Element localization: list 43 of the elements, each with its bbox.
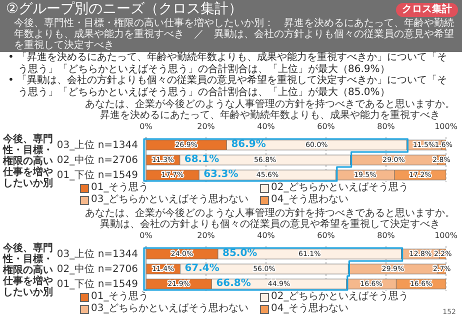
annotation: 68.1%	[184, 154, 220, 165]
chart-title: あなたは、企業が今後どのような人事管理の方針を持つべきであると思いますか。	[84, 99, 456, 110]
annotation: 63.3%	[204, 169, 238, 180]
x-tick-label: 0%	[140, 122, 153, 131]
x-tick-label: 100%	[434, 231, 458, 240]
y-axis-title: 今後、専門性・目標・権限の高い仕事を増やしたいか別	[3, 134, 53, 189]
series-label: 02_どちらかといえばそう思う	[271, 182, 409, 194]
legend-label: 01_そう思う	[91, 182, 149, 194]
text: ②グループ別のニーズ（クロス集計）	[6, 1, 243, 18]
x-tick-label: 60%	[317, 122, 336, 131]
text: 今後、専門性・目標・権限の高い仕事を増やしたいか別： 昇進を決めるにあたって、年齢や勤続年数よりも、成果や能力を重視すべき ／ 異動は、会社の方針よりも個々の従業員の意見や希望を重視して決定すべき	[14, 18, 454, 51]
text: クロス集計	[396, 3, 458, 17]
legend-label: 03_どちらかといえばそう思わない	[91, 194, 249, 206]
x-tick-label: 40%	[257, 122, 276, 131]
x-tick-label: 40%	[257, 231, 276, 240]
text: • 「昇進を決めるにあたって、年齢や勤続年数よりも、成果や能力を重視すべきか」について「そう思う」「どちらかといえばそう思う」の合計割合は、「上位」が最大（86.9%）	[8, 52, 448, 74]
annotation: 86.9%	[231, 139, 266, 150]
x-tick-label: 100%	[434, 122, 458, 131]
y-tick-label: 03_上位 n=1344	[56, 139, 138, 152]
x-tick-label: 20%	[197, 122, 216, 131]
x-tick-label: 20%	[197, 231, 216, 240]
legend-label: 04_そう思わない	[271, 194, 349, 206]
x-tick-label: 80%	[377, 231, 396, 240]
legend-label: 01_そう思う	[91, 291, 149, 303]
y-tick-label: 02_中位 n=2706	[56, 263, 138, 276]
annotation: 85.0%	[222, 248, 258, 259]
x-tick-label: 80%	[377, 122, 396, 131]
y-axis-title: 今後、専門性・目標・権限の高い仕事を増やしたいか別	[3, 243, 53, 298]
legend-label: 04_そう思わない	[271, 303, 349, 315]
x-tick-label: 60%	[317, 231, 336, 240]
chart-subtitle: 異動は、会社の方針よりも個々の従業員の意見や希望を重視して決定すべき	[99, 219, 441, 230]
annotation: 66.8%	[216, 278, 251, 289]
y-tick-label: 03_上位 n=1344	[56, 248, 138, 260]
x-tick-label: 0%	[140, 231, 153, 240]
chart-subtitle: 昇進を決めるにあたって、年齢や勤続年数よりも、成果や能力を重視すべき	[99, 110, 441, 121]
y-tick-label: 01_下位 n=1549	[56, 278, 138, 290]
chart-title: あなたは、企業が今後どのような人事管理の方針を持つべきであると思いますか。	[84, 208, 456, 219]
annotation: 67.4%	[184, 263, 220, 274]
text: • 「異動は、会社の方針よりも個々の従業員の意見や希望を重視して決定すべきか」について「そう思う」「どちらかといえばそう思う」の合計割合は、「上位」が最大（85.0%）	[8, 75, 448, 98]
y-tick-label: 02_中位 n=2706	[56, 154, 138, 166]
series-label: 02_どちらかといえばそう思う	[271, 291, 409, 303]
legend-label: 03_どちらかといえばそう思わない	[91, 303, 249, 315]
y-tick-label: 01_下位 n=1549	[56, 169, 138, 182]
